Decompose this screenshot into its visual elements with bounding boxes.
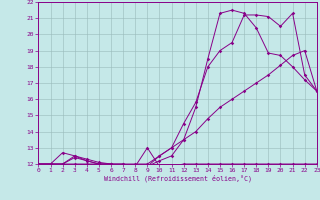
X-axis label: Windchill (Refroidissement éolien,°C): Windchill (Refroidissement éolien,°C) <box>104 175 252 182</box>
